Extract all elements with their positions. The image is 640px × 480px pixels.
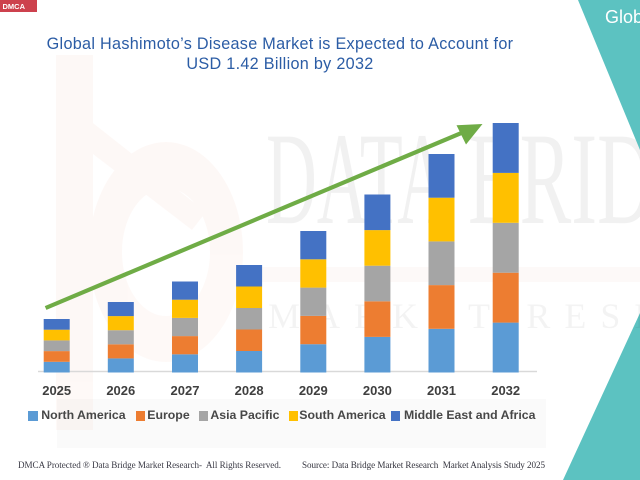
svg-text:DMCA: DMCA bbox=[3, 2, 26, 11]
